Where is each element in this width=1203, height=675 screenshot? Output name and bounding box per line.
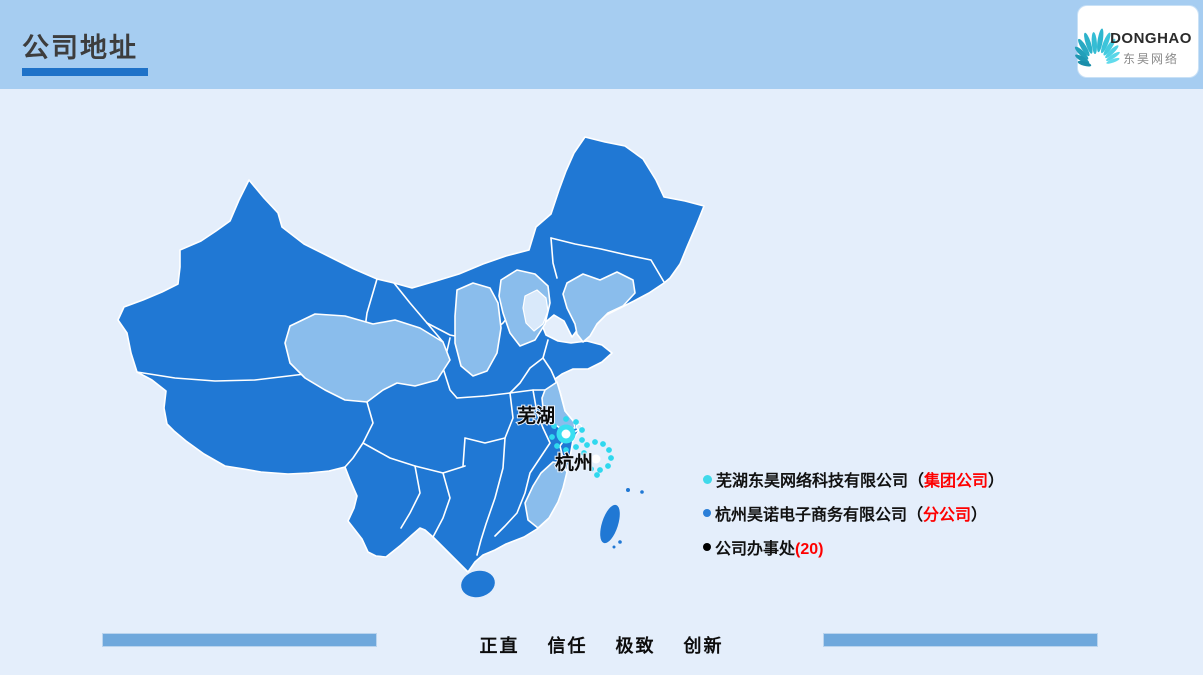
island-hainan [461,570,495,598]
legend-bullet-black [703,543,711,551]
legend-qualifier: 集团公司 [924,473,989,490]
legend-office-count: (20) [795,541,824,558]
office-dots-wuhu [549,416,585,453]
legend-company-name: 芜湖东昊网络科技有限公司 [716,473,909,490]
province-liaoning [562,271,636,343]
island-taiwan [600,504,620,544]
office-dots-hangzhou [581,439,614,478]
legend-item-offices: 公司办事处(20) [703,536,1004,558]
province-beijing-tianjin [522,289,583,431]
legend-item-branch: 杭州昊诺电子商务有限公司（分公司） [703,502,1004,524]
company-slogan: 正直 信任 极致 创新 [0,632,1203,658]
slogan-word: 极致 [615,636,656,656]
china-map: 芜湖 杭州 [105,128,715,608]
marker-hangzhou [591,454,601,464]
province-qinghai [284,313,451,403]
map-label-wuhu: 芜湖 [517,404,555,427]
logo-brand-text: DONGHAO [1110,30,1192,47]
map-label-hangzhou: 杭州 [555,451,593,474]
slogan-word: 正直 [479,636,520,656]
highlight-provinces [284,269,636,529]
logo-subtitle-text: 东昊网络 [1122,52,1179,66]
legend-company-name: 公司办事处 [715,541,796,558]
title-block: 公司地址 [22,26,148,76]
header-band: 公司地址 [0,0,1203,89]
title-underline [22,68,148,76]
footer-accent-bar-left [102,633,377,647]
china-map-svg: 芜湖 杭州 [117,136,705,598]
map-legend: 芜湖东昊网络科技有限公司（集团公司） 杭州昊诺电子商务有限公司（分公司） 公司办… [703,468,1004,570]
province-shanxi [454,282,502,377]
footer-accent-bar-right [823,633,1098,647]
islands [461,488,644,598]
legend-bullet-blue [703,509,711,517]
slogan-word: 信任 [547,636,588,656]
marker-wuhu [556,424,576,444]
legend-company-name: 杭州昊诺电子商务有限公司 [715,507,908,524]
fan-logo-icon [1074,28,1120,67]
legend-bullet-cyan [703,474,712,484]
province-fujian [524,461,568,529]
company-logo: DONGHAO 东昊网络 [1074,6,1198,77]
legend-qualifier: 分公司 [923,507,972,524]
slogan-word: 创新 [683,636,724,656]
page-title: 公司地址 [22,33,138,63]
legend-item-group-hq: 芜湖东昊网络科技有限公司（集团公司） [703,468,1004,490]
